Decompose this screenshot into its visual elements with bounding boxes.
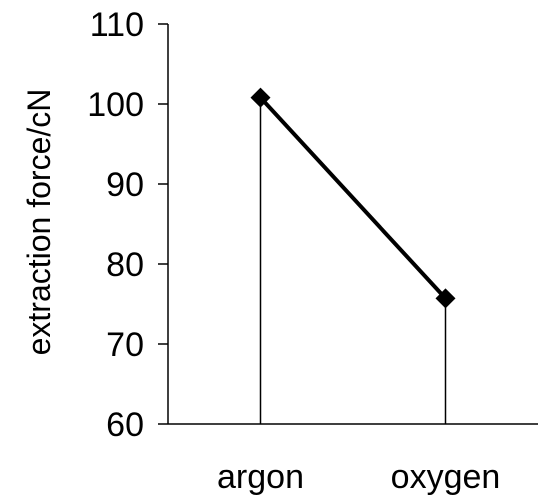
markers bbox=[250, 87, 456, 309]
data-point-argon bbox=[250, 87, 271, 108]
y-axis-title: extraction force/cN bbox=[21, 89, 57, 356]
y-tick-label-100: 100 bbox=[87, 86, 144, 124]
data-point-oxygen bbox=[435, 288, 456, 309]
x-tick-labels: argon oxygen bbox=[217, 458, 500, 496]
y-tick-label-110: 110 bbox=[90, 6, 144, 44]
axes bbox=[158, 23, 538, 425]
y-tick-labels: 60 70 80 90 100 110 bbox=[87, 6, 144, 444]
series-lines bbox=[259, 96, 447, 300]
y-tick-label-70: 70 bbox=[106, 326, 144, 364]
y-tick-label-60: 60 bbox=[106, 406, 144, 444]
drop-lines bbox=[259, 97, 447, 424]
x-tick-label-oxygen: oxygen bbox=[391, 458, 501, 496]
series-line-0 bbox=[259, 96, 447, 300]
y-tick-label-90: 90 bbox=[106, 166, 144, 204]
y-tick-label-80: 80 bbox=[106, 246, 144, 284]
x-tick-label-argon: argon bbox=[217, 458, 304, 496]
